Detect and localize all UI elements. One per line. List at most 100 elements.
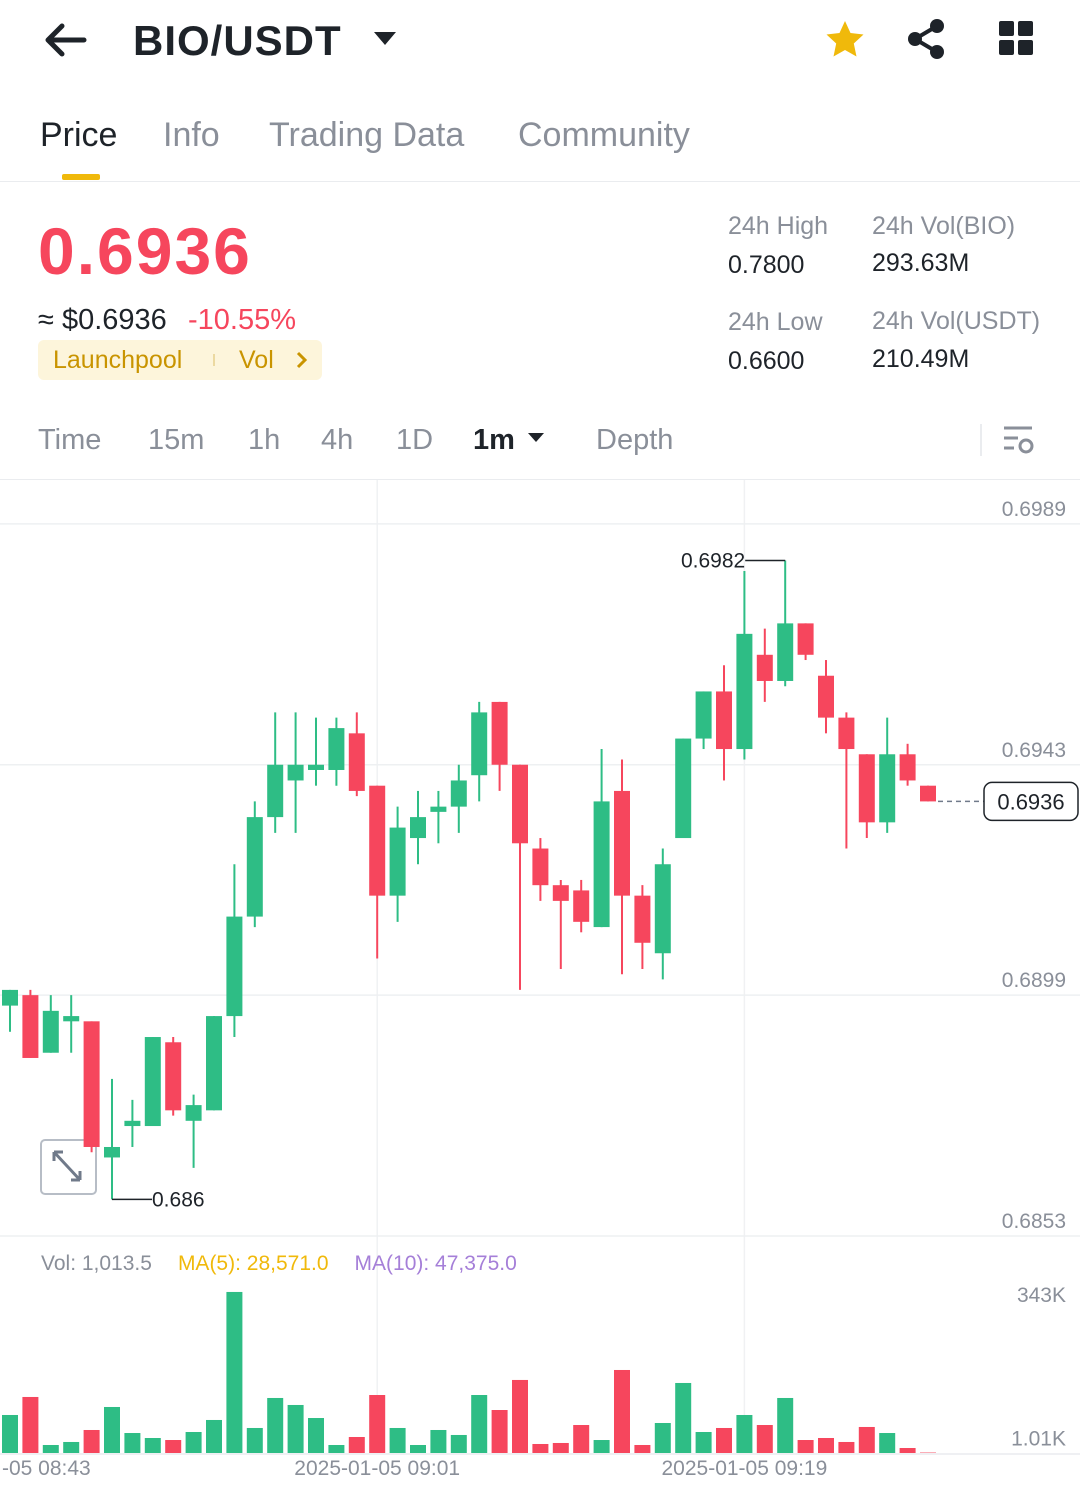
tag[interactable]: Vol (239, 346, 274, 374)
interval-dropdown[interactable] (527, 432, 545, 444)
volume-bar (2, 1414, 18, 1453)
back-button[interactable] (42, 20, 88, 60)
candle-body (185, 1105, 202, 1121)
volume-bar (879, 1433, 896, 1453)
volume-bar (491, 1410, 508, 1453)
volume-bar (42, 1444, 59, 1453)
volume-bar (899, 1448, 916, 1453)
candle-body (695, 691, 712, 739)
favorite-star[interactable] (824, 19, 866, 59)
volume-bar (797, 1440, 814, 1453)
volume-bar (634, 1444, 651, 1453)
layout-button[interactable] (999, 21, 1035, 57)
volume-legend: Vol: 1,013.5 (41, 1252, 152, 1275)
candle-body (736, 633, 753, 750)
volume-bar (654, 1422, 671, 1453)
volume-bar (512, 1379, 528, 1453)
chart-settings[interactable] (1002, 424, 1036, 456)
volume-bar (369, 1395, 386, 1453)
candle-body (328, 728, 345, 770)
candle-body (410, 817, 426, 839)
volume-bar (389, 1427, 406, 1453)
volume-bar (165, 1440, 182, 1453)
min-label: 0.686 (152, 1188, 205, 1211)
price-change: -10.55% (188, 304, 297, 336)
volume-bar (756, 1425, 773, 1453)
volume-bar (185, 1432, 202, 1453)
stat-value: 293.63M (872, 249, 970, 277)
candle-body (104, 1146, 120, 1158)
volume-bar (430, 1429, 447, 1453)
tab[interactable]: Community (518, 116, 690, 154)
volume-bar (206, 1419, 222, 1453)
candle-body (471, 712, 488, 776)
volume-bar (104, 1406, 120, 1453)
interval[interactable]: 1m (473, 424, 515, 456)
pair-title[interactable]: BIO/USDT (133, 17, 342, 64)
candle-body (83, 1021, 100, 1147)
chart: -05 08:43 2025-01-05 09:01 2025-01-05 09:1… (0, 480, 1080, 1480)
volume-bar (124, 1433, 141, 1453)
stat-label: 24h Vol(BIO) (872, 212, 1016, 240)
volume-bar (716, 1427, 732, 1453)
volume-bar (858, 1426, 875, 1453)
candle-body (308, 764, 324, 770)
volume-tick-label: 343K (1017, 1284, 1066, 1307)
candle-body (858, 754, 875, 823)
candle-body (675, 738, 692, 839)
stat-value: 0.6600 (728, 347, 805, 375)
interval[interactable]: Time (38, 424, 102, 456)
tab[interactable]: Info (163, 116, 220, 154)
volume-bar (838, 1441, 855, 1453)
divider (980, 424, 982, 456)
interval[interactable]: 1h (248, 424, 281, 456)
volume-bar (348, 1436, 365, 1453)
volume-bar (450, 1434, 467, 1453)
volume-bar (83, 1429, 100, 1453)
interval[interactable]: 4h (321, 424, 354, 456)
x-tick-label: 2025-01-05 09:19 (661, 1457, 827, 1480)
interval[interactable]: 15m (148, 424, 205, 456)
last-price-label: 0.6936 (997, 789, 1064, 814)
interval[interactable]: Depth (596, 424, 674, 456)
candle-body (879, 754, 896, 823)
volume-bar (267, 1397, 284, 1453)
share-button[interactable] (906, 18, 948, 60)
volume-bar (573, 1425, 590, 1453)
volume-bar (144, 1437, 161, 1453)
tab[interactable]: Trading Data (269, 116, 465, 154)
max-label: 0.6982 (681, 550, 745, 573)
candle-body (920, 785, 936, 802)
pair-dropdown[interactable] (372, 30, 398, 48)
candle-body (756, 654, 773, 681)
volume-bar (777, 1397, 794, 1453)
candle-body (532, 848, 549, 886)
interval[interactable]: 1D (396, 424, 434, 456)
candle-body (716, 691, 732, 750)
candle-body (552, 885, 569, 901)
volume-bar (287, 1404, 304, 1453)
tag-chevron (296, 351, 308, 369)
volume-bar (552, 1442, 569, 1453)
candle-body (63, 1016, 80, 1022)
y-tick-label: 0.6943 (1002, 739, 1066, 762)
stat-label: 24h High (728, 212, 829, 240)
volume-bar (410, 1444, 426, 1453)
volume-bar (532, 1443, 549, 1453)
tag[interactable]: Launchpool (53, 346, 183, 374)
tag-box[interactable] (38, 340, 322, 380)
volume-bar (675, 1382, 692, 1453)
tab[interactable]: Price (40, 116, 118, 154)
volume-bar (614, 1369, 630, 1453)
candle-body (797, 623, 814, 655)
tab-indicator (62, 174, 100, 180)
candle-body (124, 1120, 141, 1127)
candle-body (573, 890, 590, 922)
candle-body (206, 1016, 222, 1111)
y-tick-label: 0.6989 (1002, 498, 1066, 521)
candle-body (246, 817, 263, 917)
candle-body (614, 790, 630, 896)
candle-body (777, 623, 794, 681)
candle-body (838, 717, 855, 750)
candle-body (287, 764, 304, 781)
